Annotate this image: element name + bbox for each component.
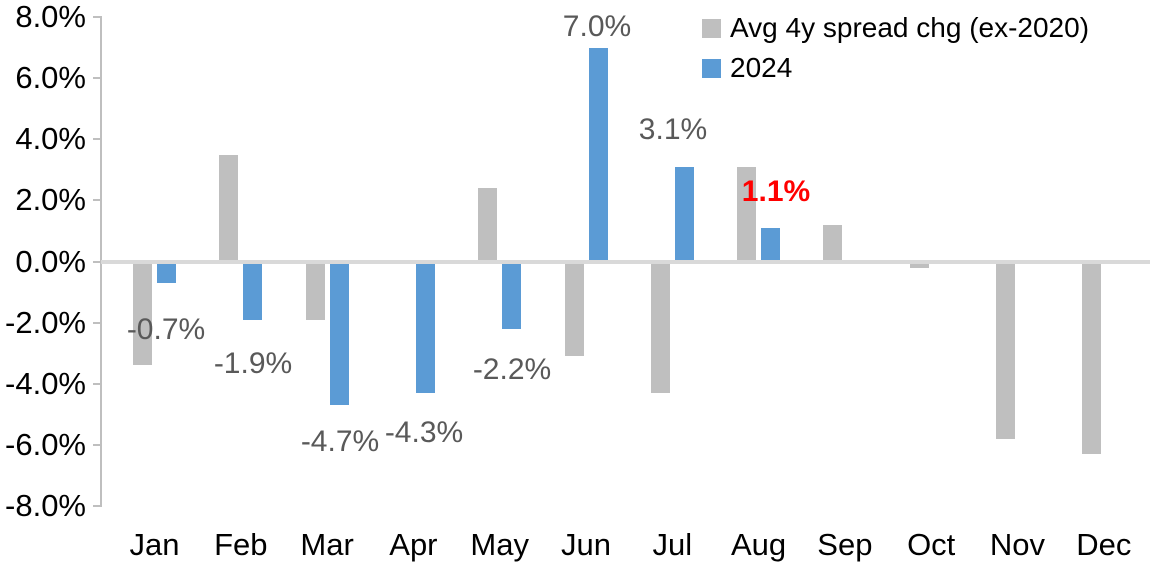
bar-avg-jun [564, 261, 584, 357]
data-label: -1.9% [213, 347, 293, 380]
y-axis-tick [93, 382, 102, 385]
data-label: 1.1% [741, 175, 811, 208]
x-axis-label-sep: Sep [817, 527, 873, 562]
bar-2024-feb [243, 261, 263, 320]
bar-avg-may [478, 188, 498, 262]
data-label: 7.0% [562, 10, 632, 43]
x-axis-label-oct: Oct [907, 527, 956, 562]
y-axis-tick [93, 505, 102, 507]
legend: Avg 4y spread chg (ex-2020) 2024 [702, 8, 1089, 88]
x-axis-label-jan: Jan [129, 527, 180, 562]
bar-avg-dec [1082, 261, 1102, 455]
y-axis-label: 6.0% [15, 60, 86, 96]
y-axis-label: 0.0% [15, 243, 86, 279]
x-axis-label-apr: Apr [389, 527, 438, 562]
bar-avg-sep [823, 224, 843, 262]
x-axis-label-dec: Dec [1076, 527, 1132, 562]
y-axis-label: -8.0% [5, 488, 86, 523]
y-axis-label: 4.0% [15, 121, 86, 157]
legend-item-2024: 2024 [702, 48, 1089, 88]
x-axis-label-mar: Mar [300, 527, 354, 562]
bar-avg-oct [909, 261, 929, 268]
bar-2024-jan [157, 261, 176, 283]
bar-2024-jun [588, 47, 608, 262]
legend-label-2024: 2024 [730, 52, 793, 83]
legend-label-avg-spread: Avg 4y spread chg (ex-2020) [730, 12, 1090, 43]
x-axis-label-jun: Jun [561, 527, 611, 562]
bar-2024-apr [415, 261, 435, 393]
data-label: -4.3% [384, 416, 464, 449]
bar-2024-jul [674, 166, 694, 262]
bar-avg-jul [650, 261, 670, 393]
zero-gridline [101, 259, 1150, 264]
data-label: 3.1% [638, 113, 708, 146]
y-axis-label: -6.0% [5, 426, 86, 462]
x-axis-label-nov: Nov [989, 527, 1046, 562]
y-axis-tick [93, 138, 102, 141]
bar-2024-may [502, 261, 522, 329]
y-axis-label: -4.0% [5, 365, 86, 401]
y-axis-label: -2.0% [5, 304, 86, 340]
x-axis-label-may: May [470, 527, 529, 562]
bar-avg-mar [305, 261, 325, 320]
x-axis-label-aug: Aug [731, 527, 787, 562]
blue-series-swatch-icon [702, 58, 721, 78]
y-axis-tick [93, 77, 102, 80]
y-axis-tick [93, 443, 102, 446]
y-axis-tick [93, 16, 102, 18]
y-axis-label: 8.0% [15, 0, 86, 34]
data-label: -4.7% [300, 425, 380, 458]
y-axis-tick [93, 321, 102, 324]
gray-series-swatch-icon [702, 18, 721, 38]
legend-item-avg-spread: Avg 4y spread chg (ex-2020) [702, 8, 1089, 48]
bar-2024-mar [329, 261, 349, 406]
data-label: -0.7% [126, 313, 206, 346]
y-axis-label: 2.0% [15, 182, 86, 218]
y-axis-tick [93, 199, 102, 202]
bar-avg-feb [219, 154, 239, 262]
data-label: -2.2% [472, 353, 552, 386]
x-axis-label-jul: Jul [652, 527, 693, 562]
bar-avg-nov [996, 261, 1015, 439]
bar-avg-aug [737, 166, 757, 262]
bar-2024-aug [761, 227, 781, 262]
x-axis-label-feb: Feb [214, 527, 268, 562]
bar-avg-jan [133, 261, 152, 366]
y-axis-tick [93, 260, 102, 263]
